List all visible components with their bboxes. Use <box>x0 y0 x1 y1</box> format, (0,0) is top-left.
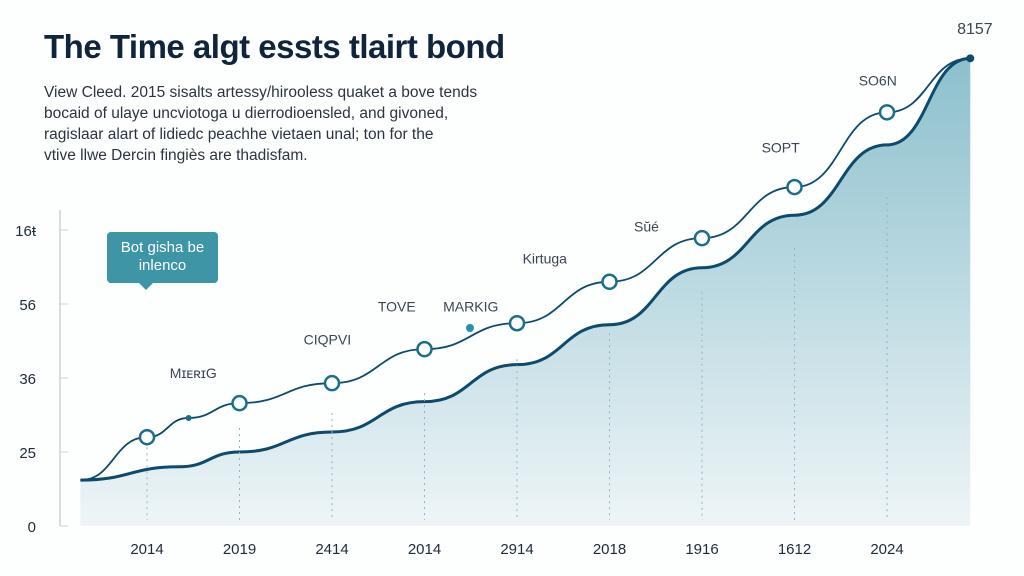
highlight-dot <box>466 324 474 332</box>
chart-title: The Time algt essts tlairt bond <box>44 28 505 65</box>
annotation-label: MARKIG <box>443 298 498 314</box>
data-point-marker <box>138 428 156 446</box>
x-tick-label: 1612 <box>778 541 811 558</box>
annotation-label: SO6N <box>859 73 897 89</box>
area-fill <box>80 58 971 526</box>
annotation-label: MɪᴇʀɪG <box>170 365 217 381</box>
data-point-marker <box>786 178 803 196</box>
y-tick-label: 0 <box>28 519 36 536</box>
end-point-marker <box>966 54 975 63</box>
y-tick-label: 56 <box>19 297 36 314</box>
x-tick-label: 2019 <box>223 541 256 558</box>
data-point-marker <box>231 394 248 412</box>
data-point-marker <box>601 273 618 291</box>
y-tick-label: 16ŧ <box>15 223 37 240</box>
x-tick-label: 2014 <box>408 541 441 558</box>
subtitle-line: ragislaar alart of lidiedc peachhe vieta… <box>44 126 434 143</box>
x-tick-label: 2014 <box>130 541 163 558</box>
annotation-label: SOPT <box>762 139 801 155</box>
subtitle-line: bocaid of ulaye uncviotoga u dierrodioen… <box>44 105 449 122</box>
x-tick-label: 2414 <box>315 541 348 558</box>
x-tick-label: 2914 <box>500 541 533 558</box>
data-point-marker <box>878 104 896 121</box>
annotation-label: TOVE <box>378 298 416 314</box>
annotation-label: CIQPVI <box>304 332 351 348</box>
data-point-marker <box>323 374 341 392</box>
annotation-label: Sŭé <box>634 218 659 234</box>
data-point-marker <box>693 229 711 247</box>
x-tick-label: 2018 <box>593 541 626 558</box>
y-tick-label: 36 <box>19 371 36 388</box>
chart-subtitle: View Cleed. 2015 sisalts artessy/hiroole… <box>44 82 514 166</box>
data-point-marker <box>416 340 433 358</box>
callout-box: Bot gisha be inlenco <box>107 232 218 290</box>
x-tick-label: 1916 <box>685 541 718 558</box>
subtitle-line: vtive llwe Dercin fingiès are thadisfam. <box>44 147 308 164</box>
subtitle-line: View Cleed. 2015 sisalts artessy/hiroole… <box>44 84 478 101</box>
annotation-label: Kirtuga <box>523 250 568 266</box>
small-marker <box>185 414 192 421</box>
y-tick-label: 25 <box>19 445 36 462</box>
annotation-label: 8157 <box>957 21 993 38</box>
data-point-marker <box>508 314 526 332</box>
x-tick-label: 2024 <box>870 541 903 558</box>
